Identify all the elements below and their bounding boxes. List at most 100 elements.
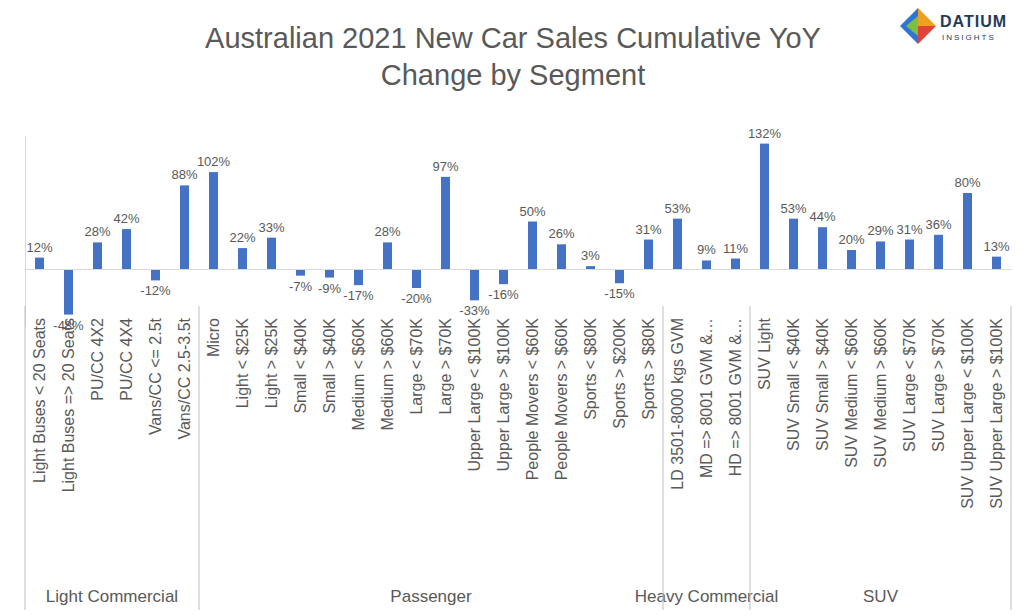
x-tick: SUV Upper Large > $100K bbox=[988, 269, 1005, 509]
x-tick: PU/CC 4X2 bbox=[89, 269, 106, 401]
x-tick: Light Buses < 20 Seats bbox=[31, 269, 48, 483]
data-label: 12% bbox=[26, 240, 52, 255]
bar bbox=[615, 269, 624, 283]
bar bbox=[383, 242, 392, 269]
x-tick: Sports < $80K bbox=[582, 269, 599, 420]
title-line: Australian 2021 New Car Sales Cumulative… bbox=[205, 22, 821, 54]
x-tick: SUV Light bbox=[756, 269, 773, 390]
bar bbox=[122, 229, 131, 269]
x-tick-label: Medium < $60K bbox=[350, 318, 367, 431]
group-separator bbox=[750, 306, 751, 610]
chart: Australian 2021 New Car Sales Cumulative… bbox=[0, 0, 1024, 616]
data-label: -33% bbox=[459, 303, 490, 318]
x-tick: Vans/CC 2.5-3.5t bbox=[176, 269, 193, 440]
logo-shape bbox=[906, 16, 918, 36]
title-line: Change by Segment bbox=[381, 59, 645, 91]
data-label: -15% bbox=[604, 286, 635, 301]
category-groups: Light CommercialPassengerHeavy Commercia… bbox=[25, 306, 1011, 610]
data-label: 28% bbox=[84, 224, 110, 239]
group-label: Heavy Commercial bbox=[635, 587, 779, 606]
data-label: 53% bbox=[780, 201, 806, 216]
group-label: SUV bbox=[863, 587, 899, 606]
x-tick-label: SUV Upper Large < $100K bbox=[959, 318, 976, 509]
x-tick-label: SUV Large < $70K bbox=[901, 318, 918, 452]
data-label: 31% bbox=[635, 222, 661, 237]
x-axis-line bbox=[26, 269, 1012, 270]
bar bbox=[905, 240, 914, 269]
x-tick: SUV Medium > $60K bbox=[872, 269, 889, 468]
x-tick-label: Small > $40K bbox=[321, 318, 338, 414]
x-tick: SUV Large < $70K bbox=[901, 269, 918, 452]
x-tick: Medium > $60K bbox=[379, 269, 396, 431]
bars bbox=[35, 144, 1001, 315]
x-tick: People Movers > $60K bbox=[553, 269, 570, 480]
x-tick: PU/CC 4X4 bbox=[118, 269, 135, 401]
bar bbox=[209, 172, 218, 269]
data-label: 26% bbox=[548, 226, 574, 241]
x-tick-label: Sports > $80K bbox=[640, 318, 657, 420]
x-tick-label: SUV Medium < $60K bbox=[843, 318, 860, 468]
data-label: -17% bbox=[343, 288, 374, 303]
x-tick: Light Buses => 20 Seats bbox=[60, 269, 77, 492]
x-tick-label: People Movers > $60K bbox=[553, 318, 570, 481]
bar bbox=[760, 144, 769, 269]
data-label: -12% bbox=[140, 283, 171, 298]
x-tick: SUV Small < $40K bbox=[785, 269, 802, 451]
logo-shape bbox=[918, 8, 936, 26]
bar bbox=[470, 269, 479, 300]
data-label: 9% bbox=[697, 242, 716, 257]
data-label: 11% bbox=[723, 241, 748, 256]
bar bbox=[267, 238, 276, 269]
x-tick-label: Upper Large < $100K bbox=[466, 318, 483, 472]
data-label: 3% bbox=[581, 248, 600, 263]
data-label: 53% bbox=[664, 201, 690, 216]
x-tick-label: Micro bbox=[205, 318, 222, 357]
data-label: 31% bbox=[896, 222, 922, 237]
x-tick-label: SUV Small < $40K bbox=[785, 318, 802, 451]
data-label: 132% bbox=[748, 126, 782, 141]
bar bbox=[441, 177, 450, 269]
data-label: 20% bbox=[838, 232, 864, 247]
data-label: -48% bbox=[53, 318, 84, 333]
x-tick: HD => 8001 GVM &… bbox=[727, 269, 744, 476]
bar bbox=[876, 241, 885, 269]
x-tick-label: SUV Small > $40K bbox=[814, 318, 831, 451]
bar bbox=[499, 269, 508, 284]
data-label: 13% bbox=[983, 239, 1009, 254]
x-tick-label: Light Buses < 20 Seats bbox=[31, 318, 48, 483]
x-tick-label: SUV Light bbox=[756, 317, 773, 390]
bar bbox=[934, 235, 943, 269]
x-tick-label: SUV Upper Large > $100K bbox=[988, 318, 1005, 509]
bar bbox=[847, 250, 856, 269]
x-axis: Light Buses < 20 Seats Light Buses => 20 … bbox=[26, 269, 1012, 509]
x-tick: SUV Upper Large < $100K bbox=[959, 269, 976, 509]
data-label: -7% bbox=[289, 279, 313, 294]
x-tick-label: SUV Large > $70K bbox=[930, 318, 947, 452]
group-separator bbox=[25, 306, 26, 610]
logo-text: DATIUM bbox=[940, 13, 1007, 30]
x-tick-label: Large > $70K bbox=[437, 318, 454, 415]
bar bbox=[557, 244, 566, 269]
x-tick-label: Upper Large > $100K bbox=[495, 318, 512, 472]
x-tick: SUV Small > $40K bbox=[814, 269, 831, 451]
bar bbox=[354, 269, 363, 285]
data-label: 33% bbox=[258, 220, 284, 235]
x-tick-label: Sports > $200K bbox=[611, 318, 628, 429]
bar bbox=[673, 219, 682, 269]
bar bbox=[644, 240, 653, 269]
x-tick: SUV Medium < $60K bbox=[843, 269, 860, 468]
bar bbox=[35, 258, 44, 269]
group-separator bbox=[1011, 306, 1012, 610]
group-label: Light Commercial bbox=[46, 587, 178, 606]
bar bbox=[412, 269, 421, 288]
data-label: -16% bbox=[488, 287, 519, 302]
bar bbox=[992, 257, 1001, 269]
x-tick: Light < $25K bbox=[234, 269, 251, 408]
bar bbox=[963, 193, 972, 269]
data-label: 29% bbox=[867, 223, 893, 238]
x-tick-label: Sports < $80K bbox=[582, 318, 599, 420]
data-label: 80% bbox=[954, 175, 980, 190]
x-tick-label: PU/CC 4X4 bbox=[118, 318, 135, 401]
x-tick-label: Large < $70K bbox=[408, 318, 425, 415]
x-tick-label: Light Buses => 20 Seats bbox=[60, 318, 77, 492]
